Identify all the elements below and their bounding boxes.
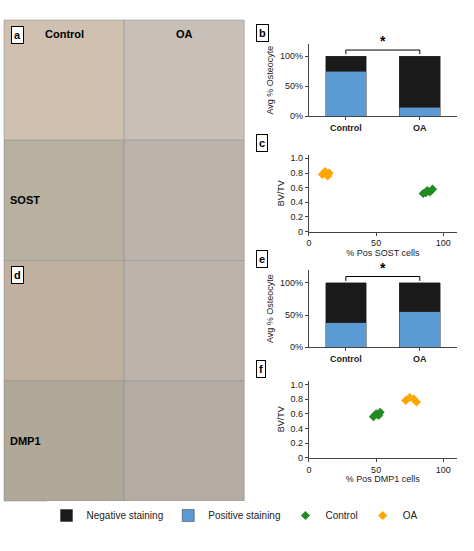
svg-text:e: e <box>259 253 265 265</box>
svg-text:0.8: 0.8 <box>291 168 304 178</box>
svg-text:0%: 0% <box>290 111 303 121</box>
svg-text:Control: Control <box>330 123 362 133</box>
svg-text:0.4: 0.4 <box>291 424 304 434</box>
svg-text:Control: Control <box>330 354 362 364</box>
svg-text:% Pos SOST cells: % Pos SOST cells <box>346 248 420 258</box>
svg-text:100: 100 <box>436 238 451 248</box>
svg-text:OA: OA <box>403 510 418 521</box>
svg-text:0%: 0% <box>290 342 303 352</box>
svg-text:0.6: 0.6 <box>291 409 304 419</box>
svg-text:0.2: 0.2 <box>291 212 304 222</box>
svg-text:Negative staining: Negative staining <box>87 510 164 521</box>
svg-text:b: b <box>259 27 266 39</box>
svg-text:Control: Control <box>325 510 357 521</box>
svg-text:OA: OA <box>176 28 193 40</box>
svg-text:% Pos DMP1 cells: % Pos DMP1 cells <box>346 475 421 485</box>
svg-text:OA: OA <box>413 123 427 133</box>
svg-text:*: * <box>380 260 386 276</box>
svg-text:OA: OA <box>413 354 427 364</box>
svg-text:c: c <box>259 137 265 149</box>
svg-text:0: 0 <box>306 238 311 248</box>
svg-text:50: 50 <box>371 465 381 475</box>
svg-text:SOST: SOST <box>10 194 40 206</box>
svg-text:0.8: 0.8 <box>291 394 304 404</box>
svg-text:0: 0 <box>298 453 303 463</box>
svg-text:BV/TV: BV/TV <box>276 180 286 206</box>
svg-text:Positive staining: Positive staining <box>208 510 280 521</box>
svg-text:50%: 50% <box>285 81 303 91</box>
svg-text:1.0: 1.0 <box>291 153 304 163</box>
svg-text:50%: 50% <box>285 310 303 320</box>
svg-text:100%: 100% <box>280 51 303 61</box>
svg-text:0.4: 0.4 <box>291 197 304 207</box>
svg-text:1.0: 1.0 <box>291 380 304 390</box>
svg-text:Avg % Osteocyte: Avg % Osteocyte <box>265 274 275 343</box>
svg-text:100%: 100% <box>280 278 303 288</box>
svg-text:Avg % Osteocyte: Avg % Osteocyte <box>265 46 275 115</box>
svg-text:0: 0 <box>306 465 311 475</box>
svg-text:Control: Control <box>45 28 84 40</box>
svg-text:0.6: 0.6 <box>291 183 304 193</box>
svg-text:0.2: 0.2 <box>291 438 304 448</box>
svg-text:100: 100 <box>436 465 451 475</box>
svg-text:50: 50 <box>371 238 381 248</box>
svg-text:f: f <box>259 363 263 375</box>
svg-text:0: 0 <box>298 227 303 237</box>
svg-text:BV/TV: BV/TV <box>276 406 286 432</box>
svg-text:d: d <box>14 269 21 281</box>
svg-text:a: a <box>14 29 21 41</box>
svg-text:DMP1: DMP1 <box>10 435 41 447</box>
svg-text:*: * <box>380 33 386 49</box>
